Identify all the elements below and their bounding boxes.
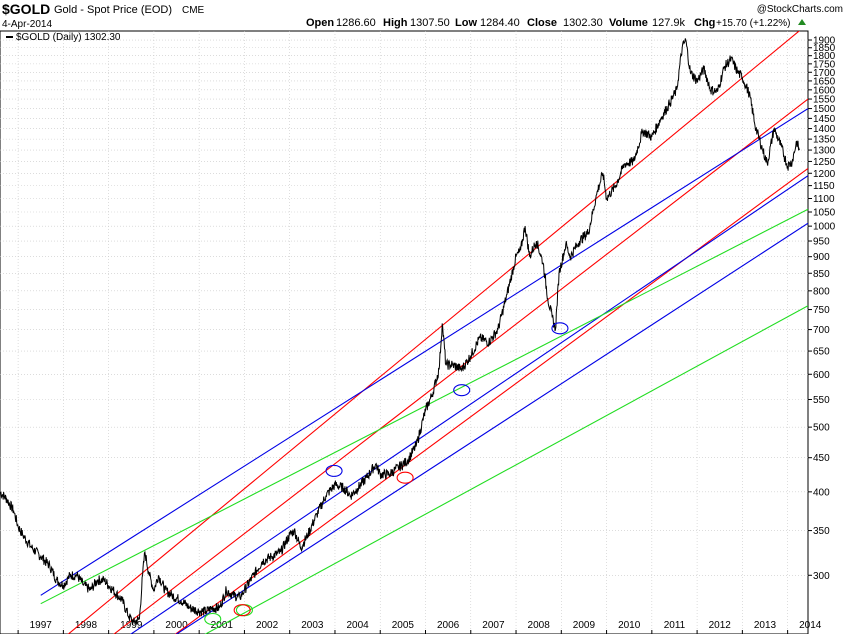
x-tick-label: 2007 bbox=[482, 620, 505, 631]
y-tick-label: 900 bbox=[813, 252, 830, 263]
y-tick-label: 1700 bbox=[813, 68, 836, 79]
y-tick-label: 1400 bbox=[813, 124, 836, 135]
y-tick-label: 1600 bbox=[813, 85, 836, 96]
y-axis: 300 350 400 450 500 550 600 650 700 750 800 850 900 9… bbox=[808, 36, 836, 582]
low-value: 1284.40 bbox=[480, 17, 520, 29]
blue-trendline bbox=[40, 108, 808, 596]
y-tick-label: 700 bbox=[813, 325, 830, 336]
y-tick-label: 1500 bbox=[813, 104, 836, 115]
y-tick-label: 1300 bbox=[813, 146, 836, 157]
x-tick-label: 2014 bbox=[799, 620, 822, 631]
triangle-up-icon bbox=[798, 19, 806, 25]
y-tick-label: 550 bbox=[813, 395, 830, 406]
green-circle-marker bbox=[204, 612, 222, 626]
x-tick-label: 2009 bbox=[573, 620, 596, 631]
blue-circle-marker bbox=[453, 384, 471, 397]
volume-label: Volume bbox=[609, 17, 648, 29]
green-trendline bbox=[204, 305, 808, 634]
y-tick-label: 1900 bbox=[813, 36, 836, 47]
blue-trendline bbox=[175, 222, 808, 634]
close-label: Close bbox=[527, 17, 557, 29]
watermark: @StockCharts.com bbox=[757, 4, 843, 15]
open-value: 1286.60 bbox=[336, 17, 376, 29]
chg-value: +15.70 (+1.22%) bbox=[716, 18, 791, 29]
x-tick-label: 2011 bbox=[664, 620, 686, 631]
y-tick-label: 1550 bbox=[813, 95, 836, 106]
y-tick-label: 600 bbox=[813, 370, 830, 381]
red-trendline bbox=[67, 31, 801, 634]
x-tick-label: 2010 bbox=[618, 620, 641, 631]
markers-layer bbox=[204, 322, 569, 626]
y-tick-label: 1100 bbox=[813, 194, 835, 205]
open-label: Open bbox=[306, 17, 334, 29]
y-tick-label: 1000 bbox=[813, 222, 836, 233]
y-tick-label: 650 bbox=[813, 347, 830, 358]
blue-circle-marker bbox=[325, 464, 343, 477]
y-tick-label: 300 bbox=[813, 571, 830, 582]
y-tick-label: 1250 bbox=[813, 157, 836, 168]
x-tick-label: 2002 bbox=[256, 620, 279, 631]
y-tick-label: 400 bbox=[813, 487, 830, 498]
x-tick-label: 2005 bbox=[392, 620, 415, 631]
date-label: 4-Apr-2014 bbox=[2, 19, 52, 30]
y-tick-label: 800 bbox=[813, 286, 830, 297]
price-line bbox=[0, 38, 800, 626]
plot-frame bbox=[0, 30, 809, 635]
x-tick-label: 1998 bbox=[75, 620, 98, 631]
high-value: 1307.50 bbox=[410, 17, 450, 29]
y-tick-label: 1150 bbox=[813, 181, 835, 192]
y-tick-label: 1200 bbox=[813, 169, 836, 180]
exchange-label: CME bbox=[182, 5, 205, 16]
y-tick-label: 350 bbox=[813, 526, 830, 537]
y-tick-label: 450 bbox=[813, 453, 830, 464]
trendlines-layer bbox=[40, 31, 808, 634]
low-label: Low bbox=[455, 17, 477, 29]
y-tick-label: 500 bbox=[813, 423, 830, 434]
grid-layer bbox=[0, 31, 808, 634]
red-circle-marker bbox=[396, 471, 414, 484]
y-tick-label: 850 bbox=[813, 269, 830, 280]
x-tick-label: 2008 bbox=[528, 620, 551, 631]
y-tick-label: 1750 bbox=[813, 59, 836, 70]
x-tick-label: 2003 bbox=[301, 620, 324, 631]
y-tick-label: 1650 bbox=[813, 76, 836, 87]
x-axis: 1997199819992000200120022003200420052006… bbox=[17, 620, 822, 634]
high-label: High bbox=[383, 17, 408, 29]
price-layer bbox=[0, 38, 800, 626]
y-tick-label: 1050 bbox=[813, 207, 836, 218]
y-tick-label: 1850 bbox=[813, 43, 836, 54]
x-tick-label: 2013 bbox=[754, 620, 777, 631]
x-tick-label: 1999 bbox=[120, 620, 143, 631]
blue-trendline bbox=[130, 175, 808, 634]
close-value: 1302.30 bbox=[563, 17, 603, 29]
volume-value: 127.9k bbox=[652, 17, 686, 29]
instrument-name: Gold - Spot Price (EOD) bbox=[54, 4, 172, 16]
y-tick-label: 950 bbox=[813, 237, 830, 248]
legend-entry: $GOLD (Daily) 1302.30 bbox=[16, 32, 121, 43]
red-trendline bbox=[174, 168, 808, 634]
green-trendline bbox=[40, 208, 808, 605]
y-tick-label: 1800 bbox=[813, 51, 836, 62]
y-tick-label: 1450 bbox=[813, 114, 836, 125]
red-circle-marker bbox=[233, 604, 251, 617]
x-tick-label: 2004 bbox=[346, 620, 369, 631]
blue-circle-marker bbox=[551, 322, 569, 335]
x-tick-label: 1997 bbox=[30, 620, 53, 631]
chg-label: Chg bbox=[694, 17, 715, 29]
x-tick-label: 2012 bbox=[709, 620, 732, 631]
symbol-label: $GOLD bbox=[2, 1, 50, 17]
y-tick-label: 750 bbox=[813, 305, 830, 316]
y-tick-label: 1350 bbox=[813, 135, 836, 146]
x-tick-label: 2000 bbox=[165, 620, 188, 631]
x-tick-label: 2006 bbox=[437, 620, 460, 631]
